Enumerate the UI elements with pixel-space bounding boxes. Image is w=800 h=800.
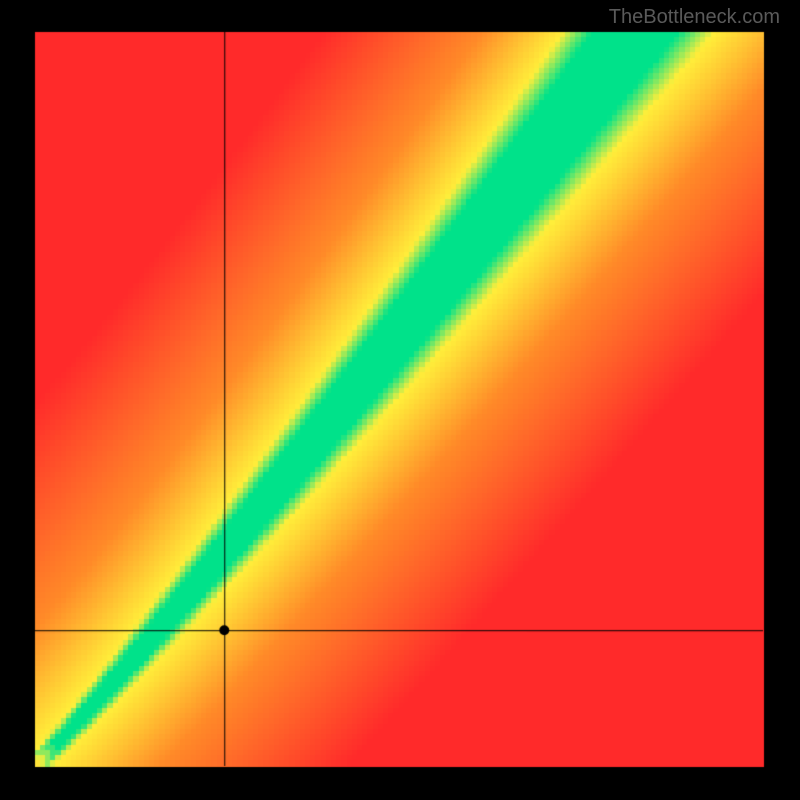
bottleneck-heatmap bbox=[0, 0, 800, 800]
attribution-text: TheBottleneck.com bbox=[609, 6, 780, 29]
chart-container: TheBottleneck.com bbox=[0, 0, 800, 800]
